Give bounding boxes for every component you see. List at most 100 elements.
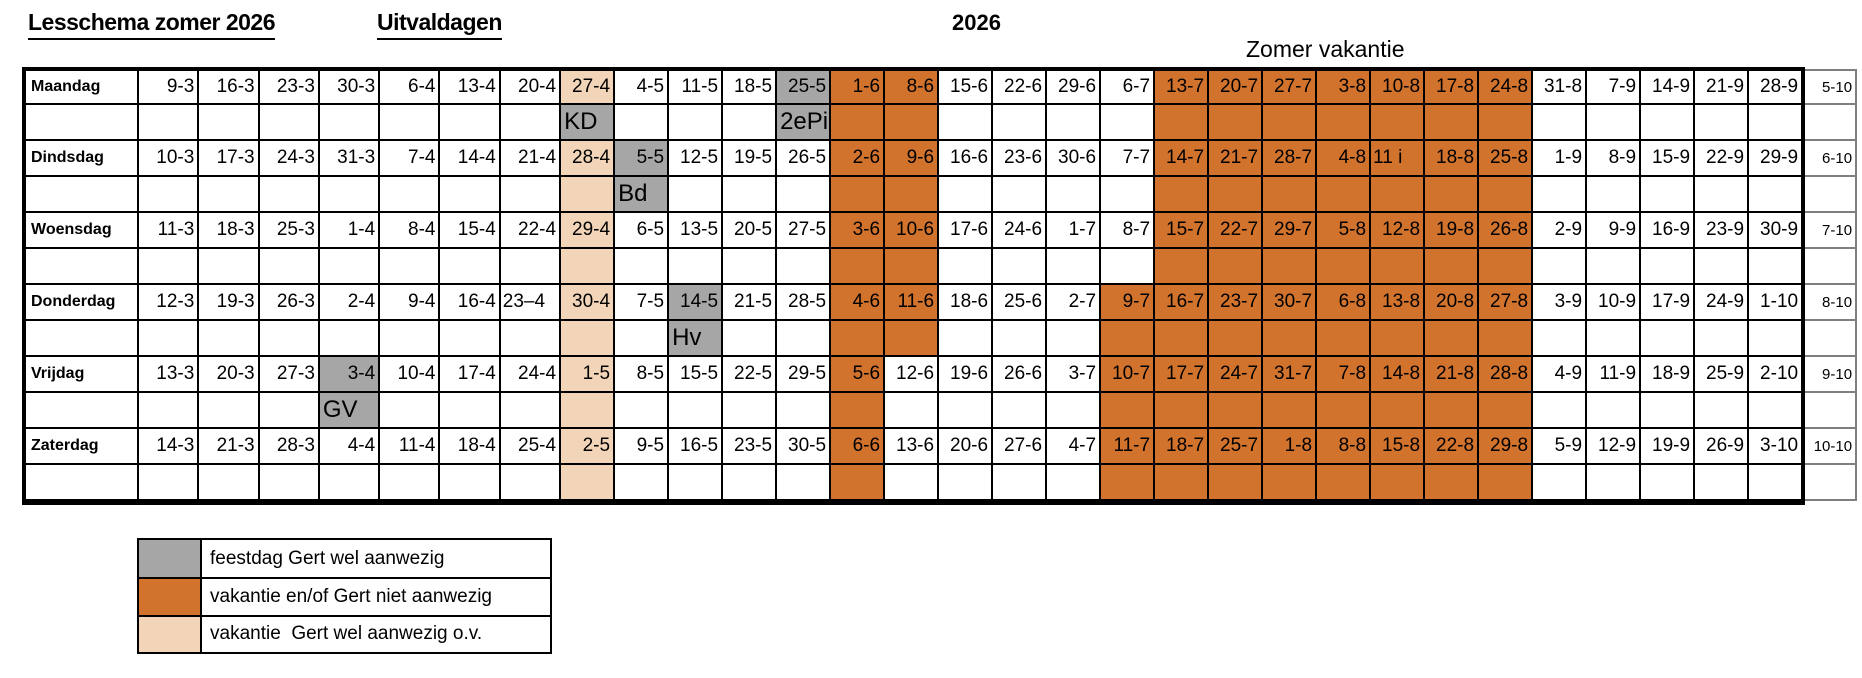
date-cell[interactable]: 9-6 [885,141,940,177]
sub-cell[interactable] [1425,177,1480,213]
date-cell[interactable]: 18-7 [1155,429,1210,465]
sub-cell[interactable] [1263,105,1318,141]
date-cell[interactable]: 16-7 [1155,285,1210,321]
sub-cell[interactable] [777,393,832,429]
date-cell[interactable]: 22-5 [723,357,778,393]
sub-cell[interactable] [1371,105,1426,141]
date-cell[interactable]: 30-3 [319,69,381,105]
day-spacer-cell[interactable] [26,321,139,357]
sub-cell[interactable] [500,465,562,501]
date-cell[interactable]: 7-5 [615,285,670,321]
date-cell[interactable]: 20-7 [1209,69,1264,105]
sub-cell[interactable] [1587,105,1642,141]
date-cell[interactable]: 14-8 [1371,357,1426,393]
sub-cell[interactable] [1371,393,1426,429]
sub-cell[interactable] [669,465,724,501]
sub-cell[interactable] [259,393,320,429]
sub-cell[interactable] [259,177,320,213]
date-cell[interactable]: 25-8 [1479,141,1534,177]
sub-cell[interactable] [500,249,562,285]
sub-cell[interactable] [939,249,994,285]
date-cell[interactable]: 11-6 [885,285,940,321]
sub-cell[interactable] [723,249,778,285]
date-cell[interactable]: 18-8 [1425,141,1480,177]
sub-cell[interactable] [615,105,670,141]
day-cell[interactable]: Dindsdag [26,141,139,177]
sub-cell[interactable] [500,321,562,357]
sub-cell[interactable] [1533,249,1588,285]
sub-cell[interactable] [199,465,260,501]
date-cell[interactable]: 15-7 [1155,213,1210,249]
sub-cell[interactable] [669,105,724,141]
sub-cell[interactable] [615,465,670,501]
sub-cell[interactable] [1317,465,1372,501]
date-cell[interactable]: 7-10 [1803,213,1858,249]
date-cell[interactable]: 22-4 [500,213,562,249]
date-cell[interactable]: 6-4 [380,69,441,105]
sub-cell[interactable] [440,321,501,357]
date-cell[interactable]: 6-5 [615,213,670,249]
sub-cell[interactable] [380,105,441,141]
sub-cell[interactable] [1155,465,1210,501]
sub-cell[interactable] [1371,465,1426,501]
date-cell[interactable]: 24-9 [1695,285,1750,321]
date-cell[interactable]: 29-7 [1263,213,1318,249]
date-cell[interactable]: 8-7 [1101,213,1156,249]
date-cell[interactable]: 10-6 [885,213,940,249]
sub-cell[interactable] [259,105,320,141]
sub-cell[interactable] [885,321,940,357]
date-cell[interactable]: 4-4 [319,429,381,465]
date-cell[interactable]: 18-5 [723,69,778,105]
date-cell[interactable]: 2-10 [1749,357,1804,393]
sub-cell[interactable] [993,393,1048,429]
sub-cell[interactable] [1749,177,1804,213]
sub-cell[interactable] [1749,321,1804,357]
date-cell[interactable]: 11-5 [669,69,724,105]
sub-cell[interactable] [1317,105,1372,141]
sub-cell[interactable] [1209,249,1264,285]
sub-cell[interactable] [993,465,1048,501]
date-cell[interactable]: 14-3 [139,429,200,465]
legend-swatch-orange[interactable] [139,579,202,615]
date-cell[interactable]: 28-9 [1749,69,1804,105]
date-cell[interactable]: 7-9 [1587,69,1642,105]
date-cell[interactable]: 30-6 [1047,141,1102,177]
date-cell[interactable]: 29-9 [1749,141,1804,177]
date-cell[interactable]: 15-6 [939,69,994,105]
sub-cell[interactable] [1587,465,1642,501]
sub-cell[interactable] [1695,105,1750,141]
sub-cell[interactable] [259,249,320,285]
date-cell[interactable]: 6-6 [831,429,886,465]
sub-cell[interactable] [1425,321,1480,357]
sub-cell[interactable] [139,393,200,429]
sub-cell[interactable] [1533,465,1588,501]
sub-cell[interactable] [777,465,832,501]
date-cell[interactable]: 17-9 [1641,285,1696,321]
sub-cell[interactable] [615,321,670,357]
date-cell[interactable]: 18-3 [199,213,260,249]
date-cell[interactable]: 30-5 [777,429,832,465]
date-cell[interactable]: 16-5 [669,429,724,465]
sub-cell[interactable] [380,177,441,213]
sub-cell[interactable] [1641,465,1696,501]
date-cell[interactable]: 25-7 [1209,429,1264,465]
sub-cell[interactable] [440,177,501,213]
sub-cell[interactable] [1641,177,1696,213]
date-cell[interactable]: 11-7 [1101,429,1156,465]
day-cell[interactable]: Woensdag [26,213,139,249]
date-cell[interactable]: 13-4 [440,69,501,105]
sub-cell[interactable] [831,321,886,357]
sub-cell[interactable] [561,177,616,213]
date-cell[interactable]: 2-7 [1047,285,1102,321]
date-cell[interactable]: 21-8 [1425,357,1480,393]
date-cell[interactable]: 22-7 [1209,213,1264,249]
date-cell[interactable]: 4-6 [831,285,886,321]
date-cell[interactable]: 16-6 [939,141,994,177]
date-cell[interactable]: 2-9 [1533,213,1588,249]
date-cell[interactable]: 12-6 [885,357,940,393]
date-cell[interactable]: 11-9 [1587,357,1642,393]
legend-label[interactable]: vakantie Gert wel aanwezig o.v. [210,623,483,645]
sub-cell[interactable] [1317,249,1372,285]
date-cell[interactable]: 28-5 [777,285,832,321]
date-cell[interactable]: 27-4 [561,69,616,105]
